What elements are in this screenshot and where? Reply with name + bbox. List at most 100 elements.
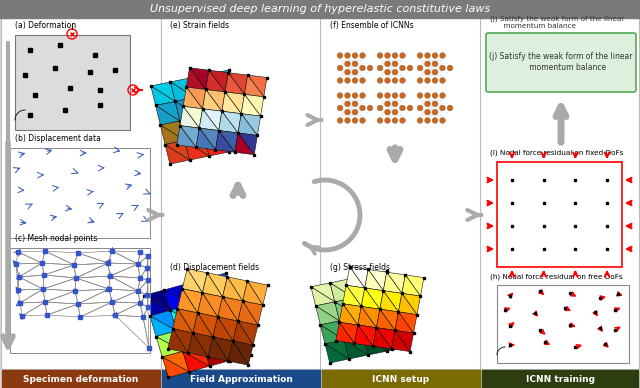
Polygon shape <box>395 312 413 333</box>
Polygon shape <box>316 306 339 325</box>
Circle shape <box>432 118 438 123</box>
Circle shape <box>432 61 438 67</box>
Text: Field Approximation: Field Approximation <box>189 374 292 383</box>
Text: (c) Mesh nodal points: (c) Mesh nodal points <box>15 234 97 243</box>
Polygon shape <box>191 299 218 320</box>
Polygon shape <box>402 275 420 296</box>
Text: (j) Satisfy the weak form of the linear
      momentum balance: (j) Satisfy the weak form of the linear … <box>490 16 625 29</box>
Circle shape <box>352 69 358 75</box>
Circle shape <box>392 69 398 75</box>
Polygon shape <box>358 317 383 336</box>
Polygon shape <box>354 294 378 313</box>
Polygon shape <box>205 70 225 92</box>
Polygon shape <box>223 297 243 321</box>
Polygon shape <box>248 75 267 97</box>
Bar <box>482 370 638 388</box>
Circle shape <box>352 61 358 67</box>
Polygon shape <box>325 340 349 359</box>
Polygon shape <box>222 92 241 114</box>
Polygon shape <box>185 140 209 160</box>
Circle shape <box>360 93 365 98</box>
Polygon shape <box>223 277 243 301</box>
FancyBboxPatch shape <box>321 17 481 369</box>
Polygon shape <box>151 82 175 101</box>
Circle shape <box>400 93 405 98</box>
Polygon shape <box>369 271 392 290</box>
Polygon shape <box>383 291 402 312</box>
Circle shape <box>407 65 413 71</box>
Polygon shape <box>248 281 268 305</box>
Circle shape <box>360 65 365 71</box>
Polygon shape <box>373 294 397 313</box>
Polygon shape <box>383 272 402 293</box>
Circle shape <box>400 53 405 58</box>
Circle shape <box>352 53 358 58</box>
Circle shape <box>337 93 343 98</box>
FancyBboxPatch shape <box>481 17 639 369</box>
Polygon shape <box>335 298 358 317</box>
Polygon shape <box>214 89 239 109</box>
Polygon shape <box>195 94 220 113</box>
Circle shape <box>447 65 453 71</box>
Circle shape <box>432 53 438 58</box>
Polygon shape <box>349 279 373 298</box>
Circle shape <box>425 69 430 75</box>
Polygon shape <box>380 291 399 312</box>
Polygon shape <box>219 130 238 152</box>
Polygon shape <box>191 305 218 325</box>
Circle shape <box>345 118 350 123</box>
Polygon shape <box>238 114 257 135</box>
Circle shape <box>447 105 453 111</box>
Polygon shape <box>365 270 383 291</box>
Bar <box>15 35 130 130</box>
Circle shape <box>352 93 358 98</box>
Polygon shape <box>180 106 199 128</box>
Polygon shape <box>362 307 380 328</box>
Bar <box>10 148 150 238</box>
Text: (e) Strain fields: (e) Strain fields <box>170 21 229 30</box>
Circle shape <box>425 93 430 98</box>
Polygon shape <box>339 317 364 336</box>
Circle shape <box>345 109 350 115</box>
Circle shape <box>392 101 398 107</box>
Polygon shape <box>392 330 410 352</box>
Circle shape <box>392 118 398 123</box>
Polygon shape <box>212 293 238 314</box>
Circle shape <box>392 109 398 115</box>
Circle shape <box>417 93 423 98</box>
Polygon shape <box>182 289 202 313</box>
Circle shape <box>345 61 350 67</box>
Polygon shape <box>161 125 185 145</box>
Polygon shape <box>224 340 251 360</box>
Polygon shape <box>228 73 248 94</box>
Polygon shape <box>224 334 251 355</box>
Polygon shape <box>219 111 238 133</box>
Polygon shape <box>165 140 189 160</box>
Circle shape <box>425 53 430 58</box>
Polygon shape <box>204 132 228 152</box>
Circle shape <box>345 69 350 75</box>
Polygon shape <box>233 321 253 345</box>
Circle shape <box>417 65 423 71</box>
Polygon shape <box>193 333 213 357</box>
Circle shape <box>337 118 343 123</box>
Polygon shape <box>180 117 204 137</box>
Polygon shape <box>207 273 227 297</box>
Polygon shape <box>202 293 223 317</box>
Polygon shape <box>177 289 198 313</box>
Polygon shape <box>402 293 420 315</box>
Polygon shape <box>199 109 219 130</box>
Circle shape <box>360 53 365 58</box>
Circle shape <box>440 93 445 98</box>
Polygon shape <box>365 288 383 309</box>
Polygon shape <box>222 111 241 133</box>
Circle shape <box>337 53 343 58</box>
Polygon shape <box>193 313 213 337</box>
Polygon shape <box>177 309 198 333</box>
Polygon shape <box>151 86 175 106</box>
Bar <box>10 248 150 353</box>
Circle shape <box>377 105 383 111</box>
Polygon shape <box>213 337 233 361</box>
Circle shape <box>400 78 405 83</box>
Circle shape <box>400 65 405 71</box>
